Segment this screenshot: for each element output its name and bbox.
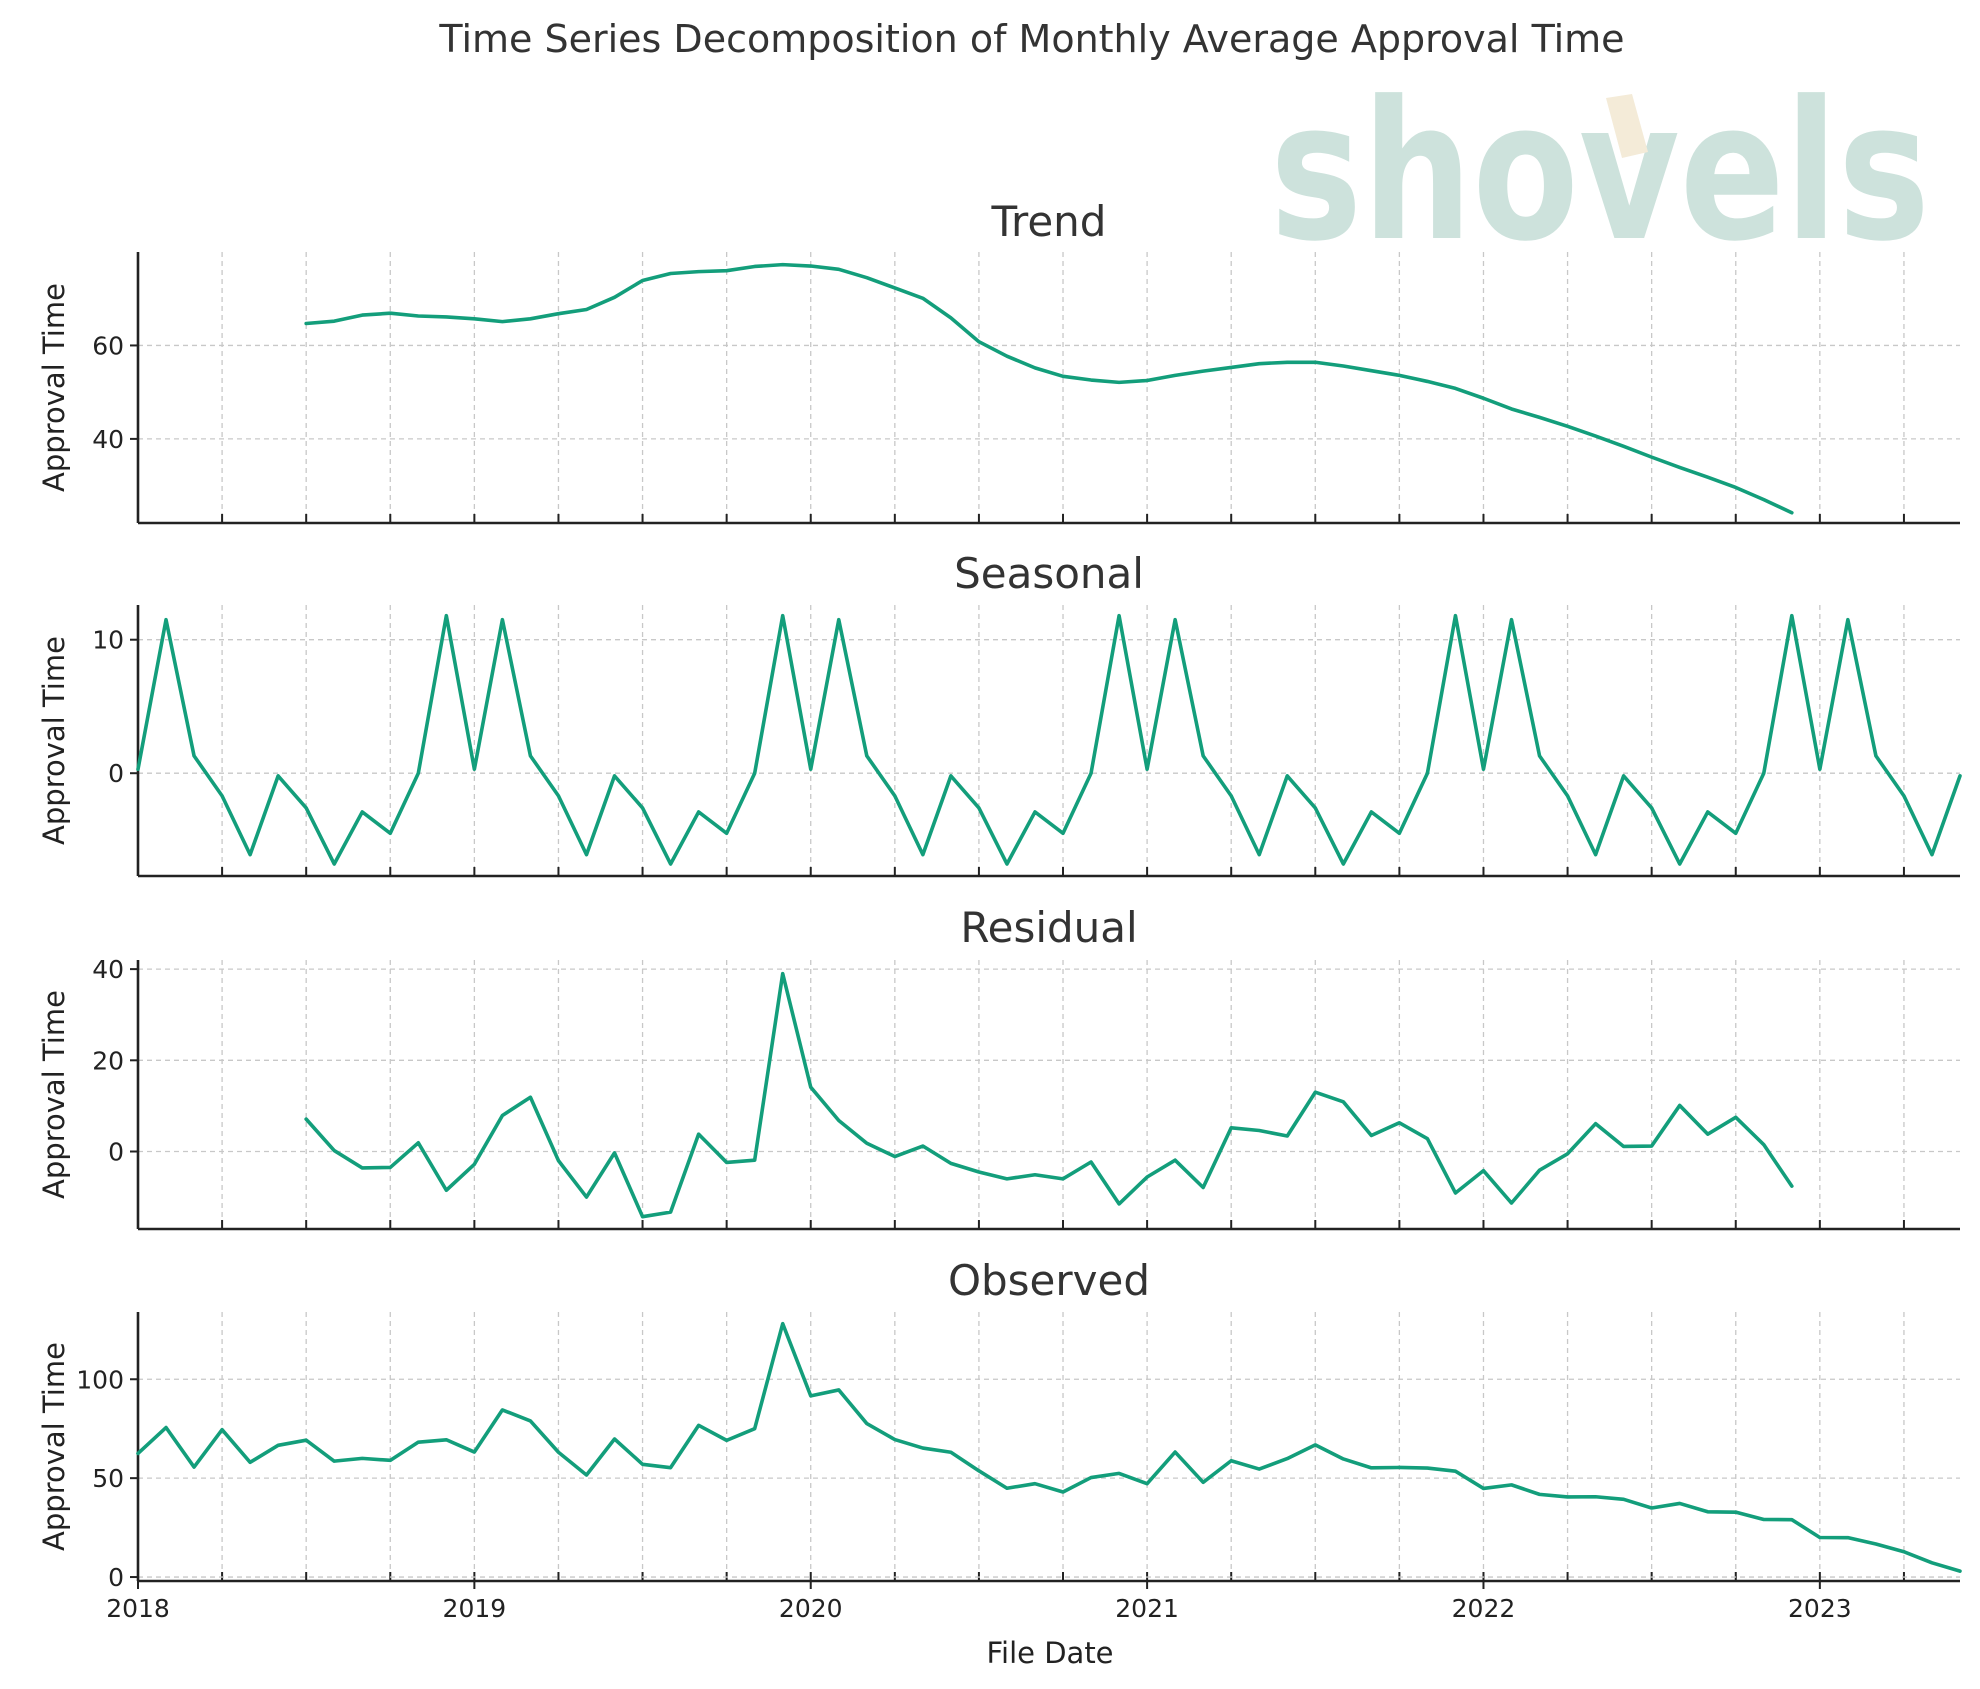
trend-panel: 40 60 Trend Approval Time — [37, 197, 1960, 525]
residual-series-line — [304, 971, 1794, 1219]
seasonal-y-tick-label: 10 — [92, 626, 124, 655]
residual-y-axis-label: Approval Time — [37, 990, 71, 1199]
x-tick-label: 2020 — [779, 1594, 843, 1623]
observed-y-tick-label: 100 — [76, 1365, 124, 1394]
observed-series-line — [136, 1321, 1962, 1573]
observed-panel-title: Observed — [948, 1256, 1150, 1305]
x-tick-label: 2018 — [106, 1594, 170, 1623]
observed-y-tick-label: 0 — [108, 1563, 124, 1592]
chart-title: Time Series Decomposition of Monthly Ave… — [438, 17, 1624, 61]
seasonal-panel-title: Seasonal — [954, 549, 1144, 598]
x-axis-label: File Date — [986, 1636, 1113, 1670]
x-tick-label: 2022 — [1452, 1594, 1516, 1623]
seasonal-y-axis-label: Approval Time — [37, 636, 71, 845]
residual-panel: 0 20 40 Residual Approval Time — [37, 903, 1960, 1231]
residual-panel-title: Residual — [960, 903, 1137, 952]
observed-panel: 0 50 100 Observed Approval Time 2018 2019 2020 2… — [37, 1256, 1962, 1623]
residual-y-tick-label: 0 — [108, 1137, 124, 1166]
residual-y-tick-label: 20 — [92, 1046, 124, 1075]
trend-y-axis-label: Approval Time — [37, 283, 71, 492]
seasonal-panel: 0 10 Seasonal Approval Time — [37, 549, 1962, 878]
trend-series-line — [304, 262, 1794, 515]
trend-y-tick-label: 40 — [92, 425, 124, 454]
seasonal-y-tick-label: 0 — [108, 759, 124, 788]
observed-y-axis-label: Approval Time — [37, 1342, 71, 1551]
observed-y-tick-label: 50 — [92, 1464, 124, 1493]
svg-text:shovels: shovels — [1270, 61, 1930, 284]
x-tick-label: 2019 — [443, 1594, 507, 1623]
residual-y-tick-label: 40 — [92, 955, 124, 984]
x-tick-label: 2021 — [1115, 1594, 1179, 1623]
trend-panel-title: Trend — [991, 197, 1107, 246]
trend-y-tick-label: 60 — [92, 331, 124, 360]
x-tick-label: 2023 — [1788, 1594, 1852, 1623]
seasonal-series-line — [136, 613, 1962, 866]
shovels-watermark-logo: shovels — [1270, 61, 1930, 284]
